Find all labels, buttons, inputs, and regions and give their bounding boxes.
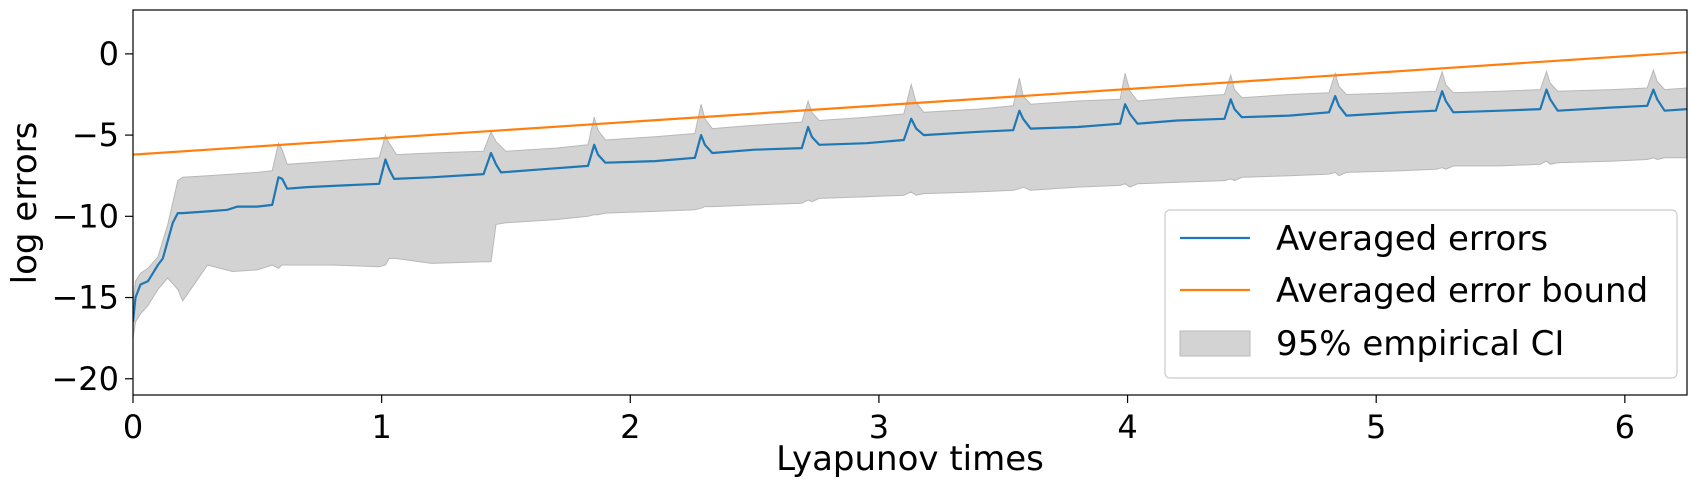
ci-band <box>133 68 1687 339</box>
x-tick-label: 4 <box>1117 408 1137 446</box>
y-tick-label: −20 <box>51 360 119 398</box>
legend-label-ci: 95% empirical CI <box>1276 324 1564 364</box>
axes-frame <box>132 9 1688 396</box>
y-tick-label: −15 <box>51 279 119 317</box>
x-tick-label: 1 <box>371 408 391 446</box>
y-tick-label: −5 <box>72 116 119 154</box>
legend-label-averaged-errors: Averaged errors <box>1276 219 1548 259</box>
averaged-errors-line <box>133 88 1687 323</box>
plot-area <box>133 51 1687 339</box>
x-axis-label: Lyapunov times <box>776 439 1044 479</box>
legend-box <box>1164 209 1678 379</box>
legend-swatch-ci <box>1179 330 1251 357</box>
y-axis-label: log errors <box>5 122 45 285</box>
plot-clip <box>133 51 1687 339</box>
x-tick-label: 0 <box>123 408 143 446</box>
axis-ticks: 0 1 2 3 4 5 6 0 −5 −10 −15 −20 <box>51 35 1635 446</box>
legend-label-averaged-error-bound: Averaged error bound <box>1276 271 1648 311</box>
averaged-error-bound-line <box>133 51 1687 156</box>
x-tick-label: 6 <box>1615 408 1635 446</box>
y-tick-label: −10 <box>51 197 119 235</box>
legend: Averaged errors Averaged error bound 95%… <box>1164 209 1678 379</box>
x-tick-label: 5 <box>1366 408 1386 446</box>
x-tick-label: 2 <box>620 408 640 446</box>
x-tick-label: 3 <box>869 408 889 446</box>
y-tick-label: 0 <box>99 35 119 73</box>
